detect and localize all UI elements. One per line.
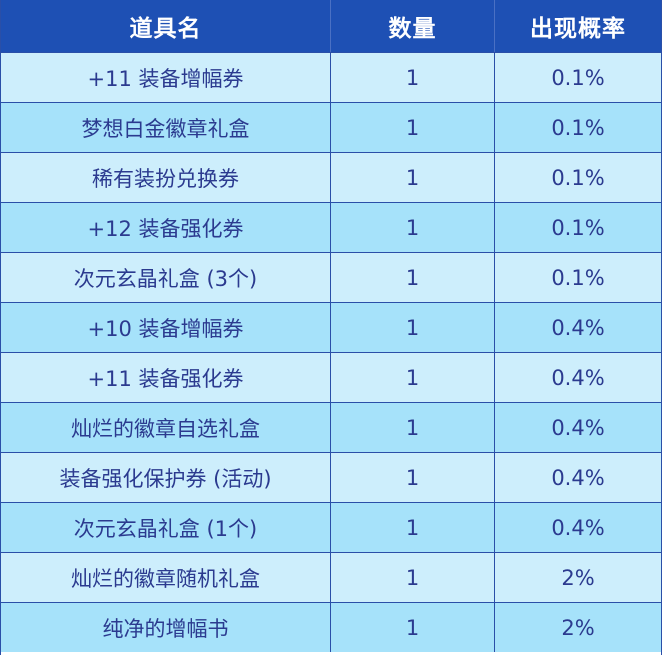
probability-cell: 0.1% [551,265,605,290]
item-name-cell: +10 装备增幅券 [1,303,331,352]
table-row: 装备强化保护券 (活动) 1 0.4% [1,452,661,502]
probability-cell: 0.4% [551,515,605,540]
table-body: +11 装备增幅券 1 0.1% 梦想白金徽章礼盒 1 0.1% 稀有装扮兑换券… [1,52,661,652]
table-row: +11 装备强化券 1 0.4% [1,352,661,402]
table-row: 稀有装扮兑换券 1 0.1% [1,152,661,202]
header-item-name: 道具名 [1,0,331,52]
table-row: 灿烂的徽章自选礼盒 1 0.4% [1,402,661,452]
table-row: 灿烂的徽章随机礼盒 1 2% [1,552,661,602]
table-row: 次元玄晶礼盒 (3个) 1 0.1% [1,252,661,302]
quantity-cell: 1 [331,403,495,452]
quantity-cell: 1 [331,203,495,252]
item-name-cell: 梦想白金徽章礼盒 [1,103,331,152]
probability-cell: 0.1% [551,65,605,90]
item-name-cell: +11 装备增幅券 [1,53,331,102]
item-name-cell: 装备强化保护券 (活动) [1,453,331,502]
table-row: 纯净的增幅书 1 2% [1,602,661,652]
table-row: 梦想白金徽章礼盒 1 0.1% [1,102,661,152]
item-name-cell: 灿烂的徽章自选礼盒 [1,403,331,452]
item-name-cell: 稀有装扮兑换券 [1,153,331,202]
quantity-cell: 1 [331,153,495,202]
quantity-cell: 1 [331,353,495,402]
probability-cell: 0.4% [551,465,605,490]
quantity-cell: 1 [331,53,495,102]
item-name-cell: 灿烂的徽章随机礼盒 [1,553,331,602]
probability-cell: 2% [561,565,595,590]
item-name-cell: +11 装备强化券 [1,353,331,402]
quantity-cell: 1 [331,603,495,652]
quantity-cell: 1 [331,253,495,302]
quantity-cell: 1 [331,303,495,352]
probability-cell: 0.1% [551,215,605,240]
item-name-cell: +12 装备强化券 [1,203,331,252]
probability-cell: 0.4% [551,315,605,340]
item-name-cell: 次元玄晶礼盒 (1个) [1,503,331,552]
probability-cell: 0.4% [551,365,605,390]
table-row: 次元玄晶礼盒 (1个) 1 0.4% [1,502,661,552]
probability-cell: 0.1% [551,165,605,190]
quantity-cell: 1 [331,453,495,502]
header-quantity: 数量 [331,0,495,52]
item-name-cell: 纯净的增幅书 [1,603,331,652]
table-row: +12 装备强化券 1 0.1% [1,202,661,252]
probability-cell: 2% [561,615,595,640]
quantity-cell: 1 [331,503,495,552]
table-row: +10 装备增幅券 1 0.4% [1,302,661,352]
probability-cell: 0.4% [551,415,605,440]
table-row: +11 装备增幅券 1 0.1% [1,52,661,102]
quantity-cell: 1 [331,103,495,152]
probability-cell: 0.1% [551,115,605,140]
quantity-cell: 1 [331,553,495,602]
header-probability: 出现概率 [530,16,626,42]
table-header: 道具名 数量 出现概率 [1,0,661,52]
item-name-cell: 次元玄晶礼盒 (3个) [1,253,331,302]
